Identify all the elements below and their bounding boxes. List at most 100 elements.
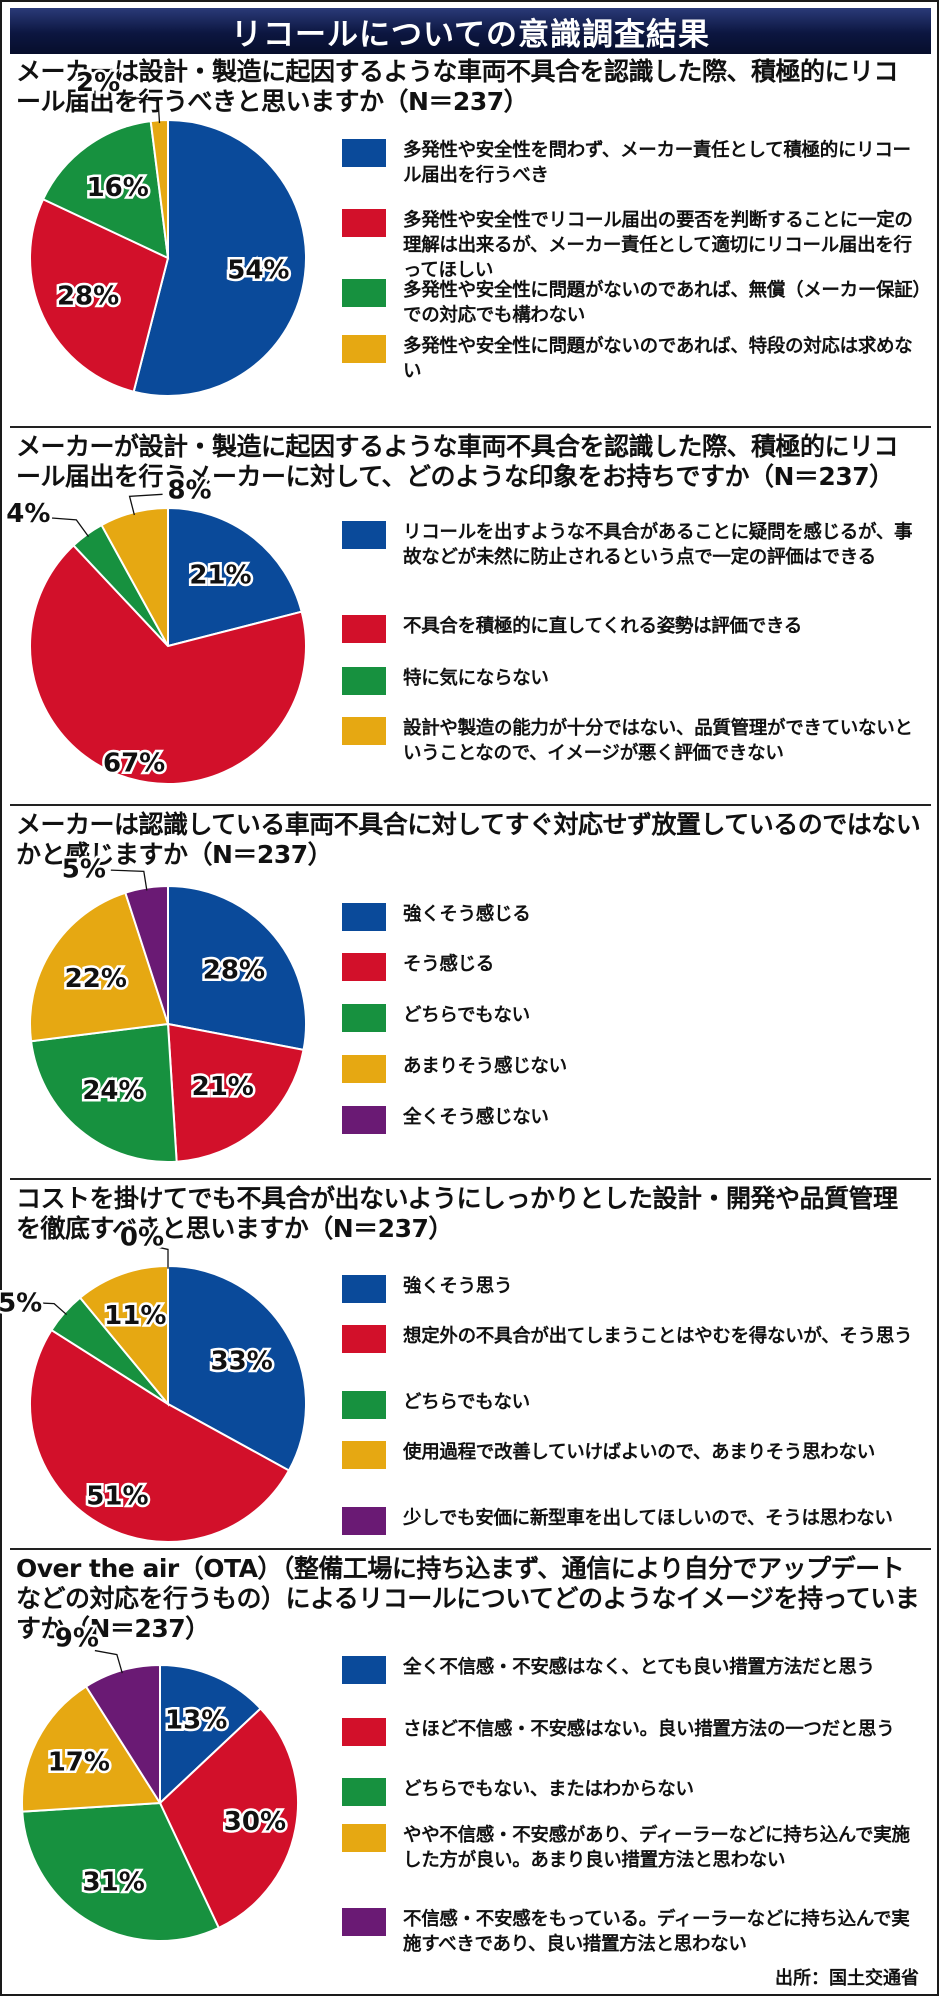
slice-percent-label: 16%	[87, 173, 149, 203]
legend-label: 多発性や安全性に問題がないのであれば、無償（メーカー保証）での対応でも構わない	[403, 280, 922, 326]
slice-percent-label: 51%	[86, 1482, 148, 1512]
legend-swatch	[342, 1275, 386, 1303]
slice-percent-label: 0%	[120, 1222, 164, 1252]
legend-label: 想定外の不具合が出てしまうことはやむを得ないが、そう思う	[403, 1326, 913, 1347]
legend-label: 設計や製造の能力が十分ではない、品質管理ができていないということなので、イメージ…	[403, 718, 913, 764]
slice-percent-label: 2%	[76, 68, 120, 98]
section-divider	[10, 1548, 931, 1550]
section-divider	[10, 804, 931, 806]
slice-percent-label: 67%	[103, 749, 165, 779]
pie-slice	[29, 1328, 291, 1543]
legend-swatch	[342, 953, 386, 981]
source-credit: 出所：国土交通省	[775, 1968, 919, 1989]
pie-slice	[158, 1707, 299, 1930]
legend-label: 全くそう感じない	[403, 1107, 549, 1128]
question-3: メーカーは認識している車両不具合に対してすぐ対応せず放置しているのではないかと感…	[16, 810, 921, 869]
section-divider	[10, 1178, 931, 1180]
question-5: Over the air（OTA）（整備工場に持ち込まず、通信により自分でアップ…	[16, 1554, 920, 1643]
legend-label: 不信感・不安感をもっている。ディーラーなどに持ち込んで実施すべきであり、良い措置…	[403, 1909, 910, 1955]
legend-item: あまりそう感じない	[342, 1054, 927, 1083]
legend-item: 使用過程で改善していけばよいので、あまりそう思わない	[342, 1440, 927, 1469]
question-1: メーカーは設計・製造に起因するような車両不具合を認識した際、積極的にリコール届出…	[16, 57, 899, 116]
slice-percent-label: 4%	[6, 499, 50, 529]
legend-swatch	[342, 1106, 386, 1134]
legend-label: あまりそう感じない	[403, 1056, 567, 1077]
pie-slice	[29, 891, 170, 1043]
slice-percent-label: 31%	[83, 1867, 145, 1897]
page-title: リコールについての意識調査結果	[230, 16, 711, 53]
slice-percent-label: 11%	[104, 1301, 166, 1331]
legend-swatch	[342, 615, 386, 643]
legend-swatch	[342, 279, 386, 307]
slice-percent-label: 8%	[167, 475, 211, 505]
title-banner: リコールについての意識調査結果	[10, 8, 931, 54]
legend-item: 強くそう思う	[342, 1274, 927, 1303]
legend-swatch	[342, 1325, 386, 1353]
legend-label: 強くそう感じる	[403, 904, 531, 925]
legend-label: どちらでもない、またはわからない	[403, 1779, 694, 1800]
legend-label: どちらでもない	[403, 1392, 530, 1413]
legend-item: 特に気にならない	[342, 666, 927, 695]
legend-swatch	[342, 1507, 386, 1535]
legend-label: 多発性や安全性を問わず、メーカー責任として積極的にリコール届出を行うべき	[403, 140, 911, 186]
legend-label: 多発性や安全性でリコール届出の要否を判断することに一定の理解は出来るが、メーカー…	[403, 210, 913, 281]
pie-slice	[167, 506, 303, 648]
legend-swatch	[342, 1391, 386, 1419]
slice-percent-label: 28%	[203, 955, 265, 985]
legend-item: 多発性や安全性でリコール届出の要否を判断することに一定の理解は出来るが、メーカー…	[342, 208, 927, 283]
legend-label: どちらでもない	[403, 1005, 530, 1026]
legend-item: やや不信感・不安感があり、ディーラーなどに持ち込んで実施した方が良い。あまり良い…	[342, 1823, 927, 1873]
pie-slice	[167, 1264, 307, 1472]
pie-chart-1: 54% 28% 16% 2%	[29, 65, 307, 397]
slice-percent-label: 24%	[82, 1076, 144, 1106]
pie-slice	[132, 118, 307, 397]
callout-line	[49, 517, 90, 537]
legend-item: そう感じる	[342, 952, 927, 981]
legend-swatch	[342, 717, 386, 745]
slice-percent-label: 28%	[57, 282, 119, 312]
section-divider	[10, 426, 931, 428]
legend-item: 全くそう感じない	[342, 1105, 927, 1134]
legend-item: 全く不信感・不安感はなく、とても良い措置方法だと思う	[342, 1655, 927, 1684]
slice-percent-label: 21%	[192, 1072, 254, 1102]
legend-swatch	[342, 521, 386, 549]
slice-percent-label: 21%	[189, 560, 251, 590]
slice-percent-label: 5%	[0, 1289, 42, 1319]
legend-swatch	[342, 335, 386, 363]
callout-line	[94, 1649, 123, 1674]
slice-percent-label: 13%	[165, 1705, 227, 1735]
slice-percent-label: 54%	[227, 255, 289, 285]
legend-item: 少しでも安価に新型車を出してほしいので、そうは思わない	[342, 1506, 927, 1535]
legend-swatch	[342, 1055, 386, 1083]
legend-item: 強くそう感じる	[342, 902, 927, 931]
legend-item: どちらでもない	[342, 1003, 927, 1032]
pie-chart-4: 33% 51% 5% 11% 0%	[0, 1220, 307, 1543]
pie-slice	[29, 543, 307, 785]
pie-chart-5: 13% 30% 31% 17% 9%	[21, 1621, 299, 1942]
legend-label: 不具合を積極的に直してくれる姿勢は評価できる	[403, 616, 802, 637]
slice-percent-label: 33%	[211, 1346, 273, 1376]
slice-percent-label: 5%	[62, 854, 106, 884]
legend-label: 使用過程で改善していけばよいので、あまりそう思わない	[403, 1442, 875, 1463]
legend-item: どちらでもない	[342, 1390, 927, 1419]
pie-slice	[29, 197, 170, 393]
pie-slice	[78, 1264, 169, 1407]
slice-percent-label: 22%	[65, 964, 127, 994]
pie-chart-2: 21% 67% 4% 8%	[4, 473, 307, 785]
legend-swatch	[342, 209, 386, 237]
legend-label: そう感じる	[403, 954, 495, 975]
legend-swatch	[342, 1908, 386, 1936]
legend-label: 特に気にならない	[403, 668, 549, 689]
pie-slice	[167, 884, 307, 1052]
legend-label: リコールを出すような不具合があることに疑問を感じるが、事故などが未然に防止される…	[403, 522, 913, 568]
callout-line	[110, 869, 148, 891]
legend-swatch	[342, 1718, 386, 1746]
legend-swatch	[342, 1824, 386, 1852]
legend-swatch	[342, 1778, 386, 1806]
legend-item: 不具合を積極的に直してくれる姿勢は評価できる	[342, 614, 927, 643]
legend-label: 全く不信感・不安感はなく、とても良い措置方法だと思う	[403, 1657, 875, 1678]
slice-percent-label: 9%	[55, 1624, 99, 1654]
question-2: メーカーが設計・製造に起因するような車両不具合を認識した際、積極的にリコール届出…	[16, 432, 899, 491]
callout-line	[153, 1245, 169, 1269]
